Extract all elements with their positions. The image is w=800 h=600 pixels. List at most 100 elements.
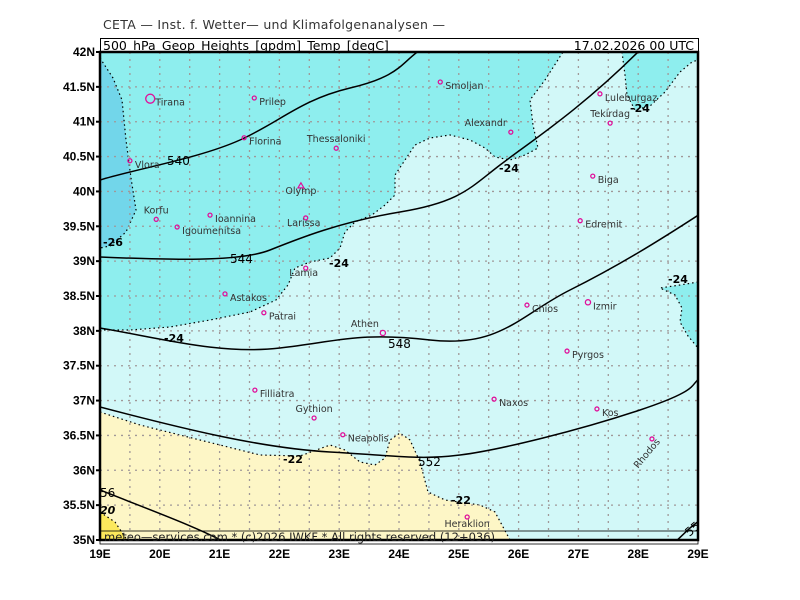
- lat-tick-label: 42N: [73, 45, 95, 59]
- city-label: Olymp: [285, 186, 316, 197]
- city-label: Gythion: [295, 404, 332, 415]
- city-marker-icon: [251, 95, 257, 101]
- city-label: Prilep: [259, 97, 286, 108]
- city-filliatra: Filliatra: [252, 387, 295, 400]
- lat-tick-label: 41N: [73, 115, 95, 129]
- city-florina: Florina: [241, 135, 281, 148]
- lat-tick-label: 36N: [73, 463, 95, 477]
- city-label: Athen: [351, 319, 379, 330]
- city-prilep: Prilep: [251, 95, 286, 108]
- contour-label-544: 544: [230, 252, 253, 266]
- temp-label: -24: [499, 162, 519, 175]
- city-igoumenitsa: Igoumenitsa: [174, 224, 241, 237]
- footer-bar: meteo—services.com * (c)2026 IWKF * All …: [99, 530, 699, 545]
- city-label: Kos: [602, 408, 619, 419]
- city-gythion: Gythion: [295, 404, 333, 421]
- temp-label: -24: [164, 332, 184, 345]
- region-yellow: [100, 511, 128, 540]
- lat-tick-label: 37N: [73, 394, 95, 408]
- lat-tick-label: 35.5N: [63, 498, 95, 512]
- contour-label-548: 548: [388, 337, 411, 351]
- contour-labels: 540 544 548 552 56 55 -26 -24 -24 -24 -2…: [100, 102, 698, 539]
- lat-tick-label: 38.5N: [63, 289, 95, 303]
- city-label: Tirana: [154, 98, 185, 109]
- city-marker-icon: [437, 79, 443, 85]
- city-marker-icon: [597, 91, 603, 97]
- cities-layer: Tirana Prilep Florina Thessaloniki Vlora Olym…: [127, 79, 663, 530]
- axis-ticks: 42N 41.5N 41N 40.5N 40N 39.5N 39N 38.5N 38N 37.5N…: [63, 45, 709, 561]
- contour-544: [100, 52, 640, 261]
- city-label: Filliatra: [260, 389, 295, 400]
- city-label: Edremit: [585, 220, 622, 231]
- city-marker-icon: [174, 224, 180, 230]
- city-label: Igoumenitsa: [182, 226, 241, 237]
- lon-tick-label: 22E: [269, 547, 290, 561]
- region-pale-yellow: [100, 411, 511, 540]
- contour-540: [100, 52, 419, 181]
- lat-tick-label: 39.5N: [63, 219, 95, 233]
- lat-tick-label: 41.5N: [63, 80, 95, 94]
- city-kos: Kos: [594, 406, 619, 419]
- lat-lon-grid: [100, 52, 698, 540]
- lon-tick-label: 19E: [89, 547, 110, 561]
- city-label: Chios: [532, 304, 558, 315]
- city-athen: Athen: [351, 319, 387, 337]
- lat-tick-label: 38N: [73, 324, 95, 338]
- city-marker-icon: [649, 436, 655, 442]
- city-marker-icon: [311, 415, 317, 421]
- lon-tick-label: 24E: [388, 547, 409, 561]
- region-mid-cyan-ne: [621, 52, 698, 111]
- city-label: Alexandr: [465, 118, 507, 129]
- city-patrai: Patrai: [261, 310, 296, 323]
- temp-label: 20: [100, 504, 116, 517]
- contour-label-552: 552: [418, 455, 441, 469]
- lat-tick-label: 39N: [73, 254, 95, 268]
- city-luleburgaz: Luleburgaz: [597, 91, 657, 104]
- city-label: Biga: [598, 175, 619, 186]
- city-label: Astakos: [230, 293, 267, 304]
- city-marker-icon: [379, 329, 387, 337]
- city-label: Larissa: [287, 218, 320, 229]
- city-marker-icon: [584, 299, 592, 306]
- city-lamia: Lamia: [289, 265, 318, 279]
- city-label: Izmir: [593, 301, 617, 312]
- city-marker-icon: [491, 396, 497, 402]
- institute-title: CETA — Inst. f. Wetter— und Klimafolgena…: [103, 17, 446, 32]
- city-korfu: Korfu: [144, 205, 169, 222]
- city-marker-icon: [145, 93, 156, 104]
- city-thessaloniki: Thessaloniki: [306, 134, 366, 151]
- temp-label: -22: [283, 453, 303, 466]
- lat-tick-label: 40.5N: [63, 150, 95, 164]
- region-dark-cyan: [100, 56, 137, 249]
- city-olymp: Olymp: [285, 181, 316, 197]
- city-pyrgos: Pyrgos: [564, 348, 604, 361]
- lat-tick-label: 35N: [73, 533, 95, 547]
- city-marker-icon: [464, 514, 470, 520]
- city-label: Florina: [249, 137, 281, 148]
- city-label: Pyrgos: [572, 350, 604, 361]
- city-marker-icon: [252, 387, 258, 393]
- city-marker-icon: [577, 218, 583, 224]
- lon-tick-label: 21E: [209, 547, 230, 561]
- city-marker-icon: [340, 432, 346, 438]
- city-marker-icon: [508, 129, 514, 135]
- city-heraklion: Heraklion: [445, 514, 490, 530]
- lon-tick-label: 20E: [149, 547, 170, 561]
- city-marker-icon: [607, 120, 613, 126]
- lon-tick-label: 26E: [508, 547, 529, 561]
- lat-tick-label: 40N: [73, 184, 95, 198]
- city-vlora: Vlora: [127, 158, 160, 171]
- city-tirana: Tirana: [145, 93, 185, 109]
- lon-tick-label: 27E: [568, 547, 589, 561]
- contour-label-556: 56: [100, 486, 115, 500]
- temp-label: -24: [668, 273, 688, 286]
- city-marker-icon: [590, 173, 596, 179]
- city-marker-icon: [333, 145, 339, 151]
- city-larissa: Larissa: [287, 215, 320, 229]
- lon-tick-label: 23E: [329, 547, 350, 561]
- city-astakos: Astakos: [222, 291, 267, 304]
- city-ioannina: Ioannina: [207, 212, 256, 225]
- city-neapolis: Neapolis: [340, 432, 389, 445]
- city-edremit: Edremit: [577, 218, 623, 231]
